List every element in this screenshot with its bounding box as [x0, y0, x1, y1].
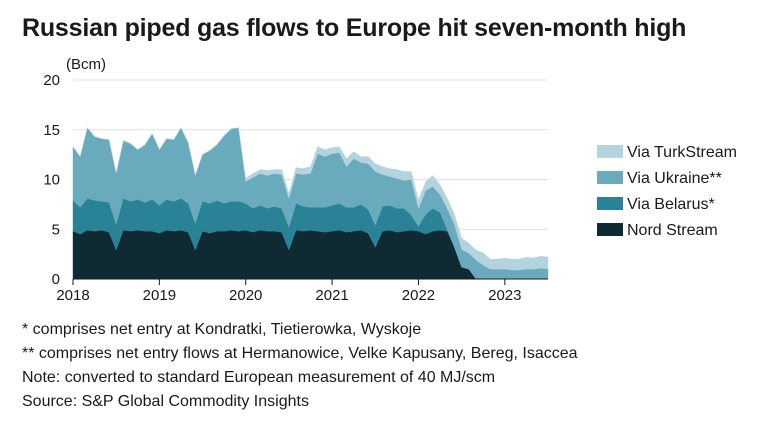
footnote-source: Source: S&P Global Commodity Insights	[22, 393, 309, 410]
y-axis-label: (Bcm)	[66, 56, 106, 73]
area-series	[72, 127, 549, 280]
legend-label: Nord Stream	[627, 222, 718, 239]
x-tick-label: 2018	[56, 287, 89, 304]
chart-title: Russian piped gas flows to Europe hit se…	[22, 14, 687, 42]
legend-swatch	[597, 171, 623, 184]
legend-swatch	[597, 145, 623, 158]
area-via-turkstream	[72, 127, 549, 271]
footnotes: * comprises net entry at Kondratki, Tiet…	[22, 318, 578, 414]
legend-swatch	[597, 197, 623, 210]
x-tick-label: 2023	[488, 287, 521, 304]
y-tick-label: 15	[43, 122, 60, 139]
legend-swatch	[597, 223, 623, 236]
legend: Via TurkStream Via Ukraine** Via Belarus* N…	[597, 144, 737, 239]
x-tick-label: 2019	[143, 287, 176, 304]
y-tick-label: 0	[52, 271, 60, 288]
footnote-belarus: * comprises net entry at Kondratki, Tiet…	[22, 321, 422, 338]
stacked-area-chart: (Bcm) 0 5 10 15 20 2018 2019 2020 2021 2022 2023 V…	[43, 56, 737, 304]
legend-label: Via Ukraine**	[627, 170, 722, 187]
legend-label: Via Belarus*	[627, 196, 715, 213]
x-tick-label: 2022	[402, 287, 435, 304]
footnote-ukraine: ** comprises net entry flows at Hermanow…	[22, 345, 578, 362]
y-tick-label: 5	[52, 221, 60, 238]
legend-label: Via TurkStream	[627, 144, 737, 161]
x-tick-label: 2020	[229, 287, 262, 304]
footnote-conversion: Note: converted to standard European mea…	[22, 369, 496, 386]
x-tick-label: 2021	[315, 287, 348, 304]
y-tick-label: 10	[43, 172, 60, 189]
y-tick-label: 20	[43, 72, 60, 89]
axes: (Bcm) 0 5 10 15 20 2018 2019 2020 2021 2022 2023	[43, 56, 548, 304]
